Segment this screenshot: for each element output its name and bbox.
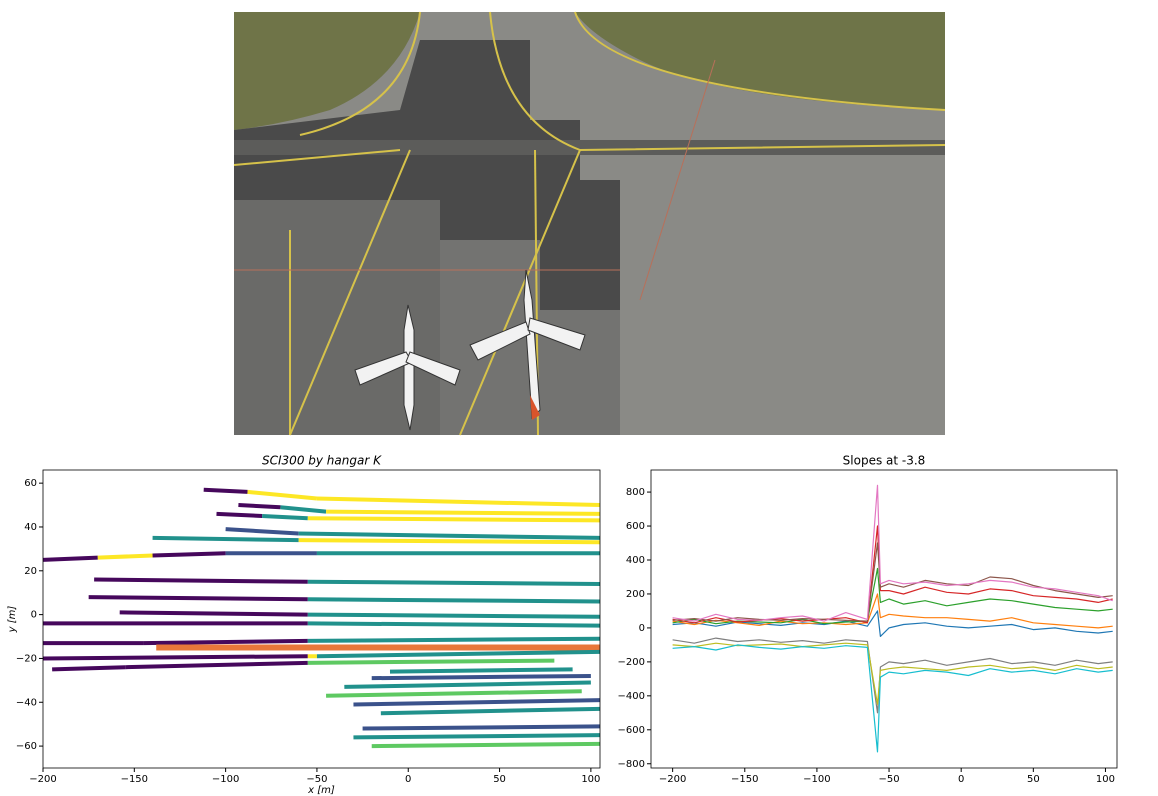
- track-segment: [307, 612, 600, 619]
- track-segment: [280, 505, 327, 514]
- track-segment: [353, 733, 600, 740]
- y-tick-label: 800: [626, 487, 645, 498]
- series-line: [672, 637, 1113, 714]
- x-tick-label: 50: [1027, 774, 1040, 785]
- chart: Slopes at -3.8 −200 −150 −100 −50 0 50 100 −800 −…: [618, 454, 1118, 785]
- y-tick-label: 0: [31, 610, 37, 621]
- track-segment: [262, 514, 308, 521]
- x-tick-label: −200: [29, 774, 56, 785]
- track-segment: [316, 496, 600, 508]
- chart-title: Slopes at -3.8: [843, 454, 926, 468]
- aerial-image: [233, 11, 946, 436]
- track-segment: [298, 531, 600, 540]
- y-tick-label: 0: [639, 623, 645, 634]
- x-tick-label: 0: [405, 774, 411, 785]
- plot-area: [672, 484, 1113, 753]
- track-segment: [298, 538, 600, 545]
- track-segment: [143, 638, 308, 646]
- track-segment: [225, 527, 299, 536]
- track-segment: [353, 698, 600, 707]
- x-tick-label: 100: [1096, 774, 1115, 785]
- track-segment: [307, 516, 600, 523]
- y-tick-label: 400: [626, 555, 645, 566]
- track-segment: [152, 551, 226, 558]
- track-segment: [307, 658, 555, 665]
- series-line: [672, 593, 1113, 629]
- track-segment: [125, 660, 308, 670]
- y-axis-label: y [m]: [7, 606, 18, 634]
- track-segment: [119, 610, 308, 617]
- series-line: [672, 610, 1113, 637]
- x-tick-label: −100: [212, 774, 239, 785]
- track-segment: [389, 667, 573, 674]
- series-line: [672, 642, 1113, 705]
- y-tick-label: 200: [626, 589, 645, 600]
- track-segment: [307, 621, 600, 628]
- series-line: [672, 644, 1113, 753]
- y-tick-label: −400: [618, 691, 645, 702]
- track-segment: [94, 577, 308, 584]
- chart-title: SCI300 by hangar K: [262, 454, 382, 468]
- track-segment: [216, 511, 263, 519]
- x-tick-label: −150: [731, 774, 758, 785]
- x-tick-label: 50: [493, 774, 506, 785]
- x-tick-label: 100: [581, 774, 600, 785]
- track-segment: [238, 503, 281, 510]
- y-tick-label: 40: [24, 522, 37, 533]
- y-tick-label: 60: [24, 478, 37, 489]
- track-segment: [203, 487, 248, 494]
- track-segment: [88, 595, 308, 602]
- track-segment: [307, 579, 600, 586]
- axes-frame: [650, 469, 1118, 769]
- track-segment: [152, 535, 299, 543]
- y-tick-label: 20: [24, 566, 37, 577]
- track-segment: [307, 597, 600, 604]
- series-line: [672, 542, 1113, 622]
- track-segment: [247, 489, 318, 501]
- series-line: [672, 567, 1113, 625]
- track-segment: [362, 724, 600, 731]
- track-segment: [371, 673, 591, 681]
- y-tick-label: −800: [618, 759, 645, 770]
- x-tick-label: −50: [878, 774, 899, 785]
- x-tick-label: −150: [121, 774, 148, 785]
- x-tick-label: −50: [306, 774, 327, 785]
- track-segment: [380, 706, 600, 716]
- track-segment: [307, 636, 600, 643]
- track-segment: [316, 649, 600, 659]
- y-tick-label: 600: [626, 521, 645, 532]
- y-tick-label: −600: [618, 725, 645, 736]
- track-segment: [52, 665, 126, 672]
- track-segment: [43, 654, 308, 661]
- x-axis-label: x [m]: [307, 785, 335, 796]
- series-line: [672, 525, 1113, 624]
- y-tick-label: −60: [16, 741, 37, 752]
- x-tick-label: −100: [803, 774, 830, 785]
- track-segment: [326, 689, 582, 698]
- track-segment: [43, 555, 98, 562]
- axes-frame: [42, 469, 601, 769]
- track-segment: [344, 680, 591, 689]
- plot-area: [43, 487, 600, 749]
- track-segment: [97, 553, 153, 560]
- x-tick-label: −200: [659, 774, 686, 785]
- y-tick-label: −20: [16, 653, 37, 664]
- track-segment: [371, 741, 600, 749]
- chart: SCI300 by hangar Kx [m]y [m]−200 −150 −100…: [7, 454, 600, 796]
- series-line: [672, 484, 1113, 622]
- track-segment: [326, 509, 600, 516]
- y-tick-label: −200: [618, 657, 645, 668]
- x-tick-label: 0: [958, 774, 964, 785]
- y-tick-label: −40: [16, 697, 37, 708]
